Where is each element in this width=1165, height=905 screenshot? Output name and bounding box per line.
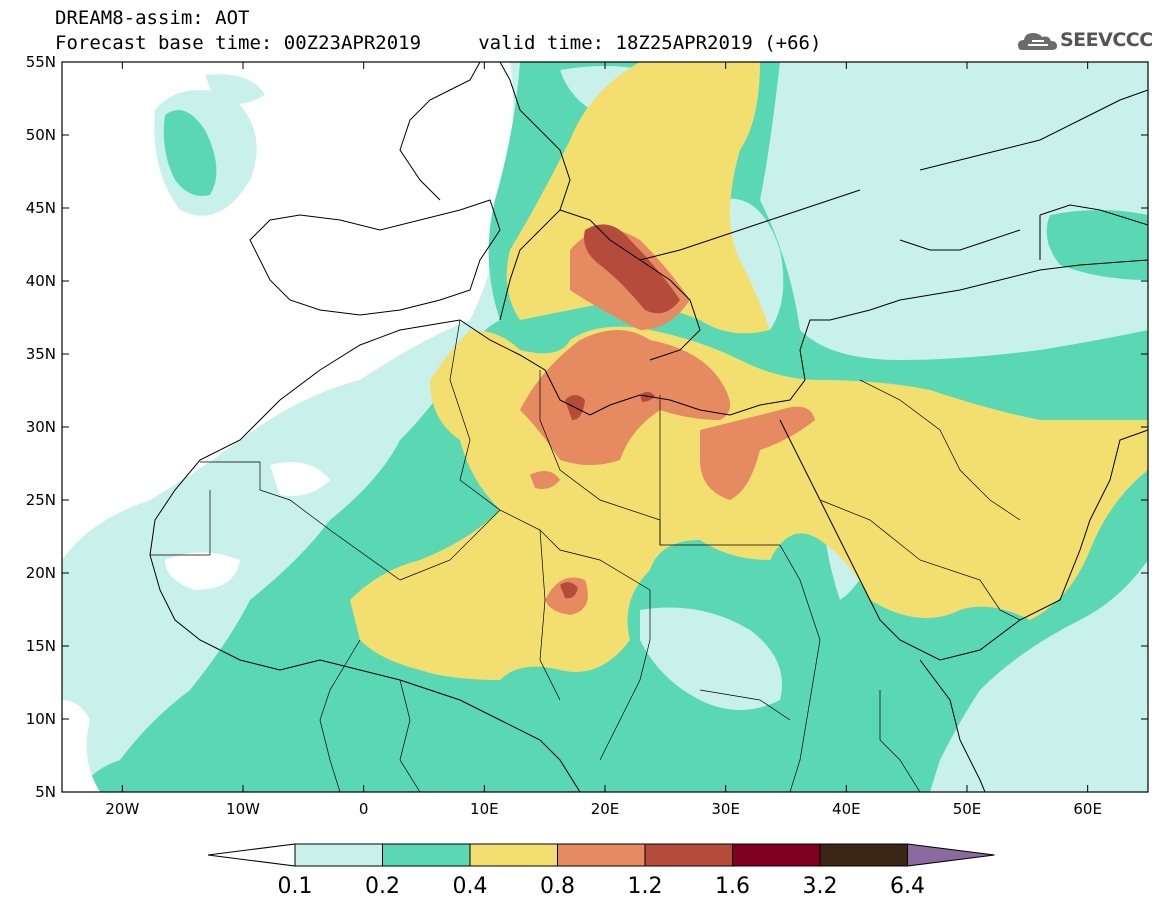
cloud-logo-icon xyxy=(1018,33,1057,50)
lon-tick-label: 10E xyxy=(470,800,499,818)
lat-tick-label: 15N xyxy=(26,637,56,655)
colorbar-max-arrow xyxy=(907,843,995,867)
lon-tick-label: 20E xyxy=(591,800,620,818)
map-title: DREAM8-assim: AOT xyxy=(55,7,250,29)
colorbar-level-label: 0.4 xyxy=(453,874,488,898)
aot-band-below-0.1 xyxy=(62,462,330,792)
colorbar-min-arrow xyxy=(207,843,296,867)
forecast-time-line: Forecast base time: 00Z23APR2019 valid t… xyxy=(55,32,822,54)
coastlines xyxy=(149,62,1148,792)
colorbar-box xyxy=(294,843,383,867)
seevccc-logo: SEEVCCC xyxy=(1016,24,1156,58)
colorbar-box xyxy=(382,843,471,867)
colorbar-labels: 0.1 0.2 0.4 0.8 1.2 1.6 3.2 6.4 xyxy=(278,874,926,898)
colorbar-level-label: 1.2 xyxy=(628,874,663,898)
lat-tick-label: 5N xyxy=(35,783,56,801)
colorbar-level-label: 3.2 xyxy=(803,874,838,898)
aot-band-1.2 xyxy=(560,224,680,599)
colorbar-box xyxy=(819,843,908,867)
lat-tick-label: 50N xyxy=(26,126,56,144)
lon-tick-label: 0 xyxy=(359,800,369,818)
colorbar-level-label: 6.4 xyxy=(890,874,925,898)
lon-tick-label: 50E xyxy=(953,800,982,818)
colorbar-level-label: 0.1 xyxy=(278,874,313,898)
lon-tick-label: 30E xyxy=(711,800,740,818)
colorbar-box xyxy=(644,843,733,867)
colorbar-box xyxy=(557,843,646,867)
country-borders xyxy=(150,319,1021,792)
logo-text: SEEVCCC xyxy=(1060,29,1153,51)
lat-tick-label: 45N xyxy=(26,199,56,217)
lon-tick-label: 60E xyxy=(1073,800,1102,818)
colorbar-box xyxy=(732,843,821,867)
lon-tick-label: 10W xyxy=(226,800,260,818)
lat-tick-label: 10N xyxy=(26,710,56,728)
colorbar-box xyxy=(469,843,558,867)
lat-tick-label: 30N xyxy=(26,418,56,436)
lat-tick-label: 40N xyxy=(26,272,56,290)
axis-ticks: 20W 10W 0 10E 20E 30E 40E 50E 60E 55N 50N 45N 40N 35N… xyxy=(26,53,1148,818)
colorbar-boxes xyxy=(207,843,995,867)
colorbar-level-label: 1.6 xyxy=(715,874,750,898)
lat-tick-label: 55N xyxy=(26,53,56,71)
lat-tick-label: 35N xyxy=(26,345,56,363)
colorbar-level-label: 0.8 xyxy=(540,874,575,898)
lon-tick-label: 20W xyxy=(105,800,139,818)
lat-tick-label: 25N xyxy=(26,491,56,509)
lat-tick-label: 20N xyxy=(26,564,56,582)
colorbar: 0.1 0.2 0.4 0.8 1.2 1.6 3.2 6.4 xyxy=(207,843,995,898)
aot-map: 20W 10W 0 10E 20E 30E 40E 50E 60E 55N 50N 45N 40N 35N… xyxy=(26,53,1149,818)
aot-field xyxy=(62,62,1148,792)
lon-tick-label: 40E xyxy=(832,800,861,818)
colorbar-level-label: 0.2 xyxy=(365,874,400,898)
